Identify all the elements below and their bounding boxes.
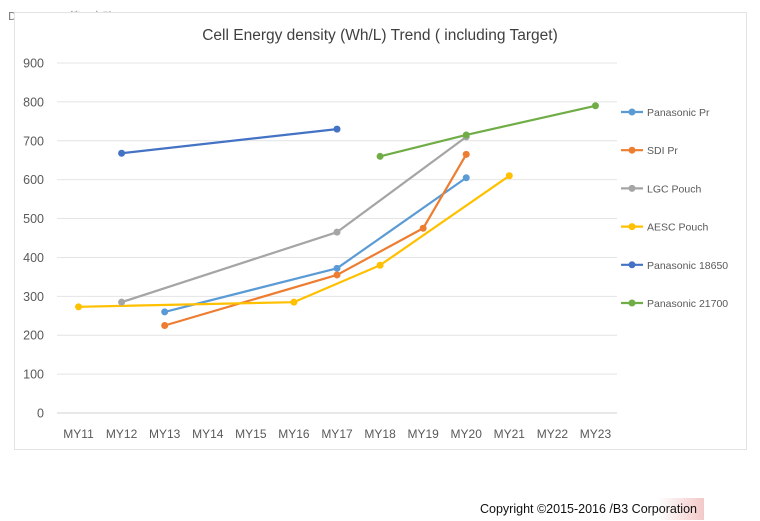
series-line bbox=[121, 136, 467, 304]
x-tick-label: MY22 bbox=[537, 427, 569, 441]
y-tick-label: 800 bbox=[23, 95, 44, 109]
data-point bbox=[333, 271, 341, 279]
legend-label: Panasonic Pr bbox=[647, 107, 710, 119]
data-point bbox=[161, 308, 169, 316]
legend-marker bbox=[628, 299, 636, 307]
data-point bbox=[333, 264, 341, 272]
x-tick-label: MY12 bbox=[106, 427, 138, 441]
x-tick-label: MY16 bbox=[278, 427, 310, 441]
y-tick-label: 0 bbox=[37, 407, 44, 421]
data-point bbox=[462, 131, 470, 139]
data-point bbox=[333, 125, 341, 133]
chart-frame bbox=[14, 12, 747, 450]
y-tick-label: 200 bbox=[23, 329, 44, 343]
x-tick-label: MY19 bbox=[407, 427, 439, 441]
legend-marker bbox=[628, 184, 636, 192]
data-point bbox=[462, 174, 470, 182]
legend-label: Panasonic 21700 bbox=[647, 298, 728, 310]
data-point bbox=[290, 298, 298, 306]
data-point bbox=[419, 224, 427, 232]
series-line bbox=[164, 153, 468, 327]
x-tick-label: MY20 bbox=[451, 427, 483, 441]
gridlines bbox=[57, 62, 617, 414]
y-tick-label: 400 bbox=[23, 251, 44, 265]
legend-label: Panasonic 18650 bbox=[647, 260, 728, 272]
x-tick-label: MY21 bbox=[494, 427, 526, 441]
legend-marker bbox=[628, 223, 636, 231]
data-point bbox=[161, 322, 169, 329]
data-point bbox=[376, 261, 384, 269]
x-tick-label: MY13 bbox=[149, 427, 181, 441]
series-line bbox=[78, 174, 510, 308]
legend-marker bbox=[628, 108, 636, 116]
x-tick-label: MY23 bbox=[580, 427, 612, 441]
series-points bbox=[75, 102, 599, 329]
y-tick-label: 900 bbox=[23, 57, 44, 71]
data-point bbox=[376, 152, 384, 160]
legend-label: AESC Pouch bbox=[647, 222, 708, 234]
y-tick-label: 300 bbox=[23, 290, 44, 304]
data-point bbox=[505, 172, 513, 180]
data-point bbox=[591, 102, 599, 110]
x-tick-label: MY14 bbox=[192, 427, 224, 441]
data-point bbox=[462, 150, 470, 158]
legend-marker bbox=[628, 261, 636, 269]
data-point bbox=[75, 303, 83, 311]
x-tick-label: MY18 bbox=[364, 427, 396, 441]
legend: Panasonic Pr SDI Pr LGC Pouch AESC Pouch Pan… bbox=[621, 107, 728, 310]
data-point bbox=[118, 298, 126, 306]
legend-label: LGC Pouch bbox=[647, 183, 701, 195]
x-tick-label: MY17 bbox=[321, 427, 353, 441]
series-line bbox=[121, 128, 338, 155]
data-point bbox=[118, 149, 126, 157]
x-tick-label: MY11 bbox=[63, 427, 94, 441]
legend-label: SDI Pr bbox=[647, 145, 678, 157]
y-tick-label: 100 bbox=[23, 368, 44, 382]
y-tick-label: 700 bbox=[23, 134, 44, 148]
y-tick-label: 500 bbox=[23, 212, 44, 226]
y-axis-ticks: 0 100 200 300 400 500 600 700 800 900 bbox=[23, 57, 44, 421]
y-tick-label: 600 bbox=[23, 173, 44, 187]
legend-marker bbox=[628, 146, 636, 154]
copyright-text: Copyright ©2015-2016 /B3 Corporation bbox=[472, 498, 704, 520]
series-lines bbox=[78, 104, 596, 327]
x-tick-label: MY15 bbox=[235, 427, 267, 441]
chart-title: Cell Energy density (Wh/L) Trend ( inclu… bbox=[202, 27, 558, 44]
series-line bbox=[379, 104, 596, 158]
data-point bbox=[333, 228, 341, 236]
x-axis-ticks: MY11 MY12 MY13 MY14 MY15 MY16 MY17 MY18 MY19 MY20… bbox=[63, 427, 611, 441]
